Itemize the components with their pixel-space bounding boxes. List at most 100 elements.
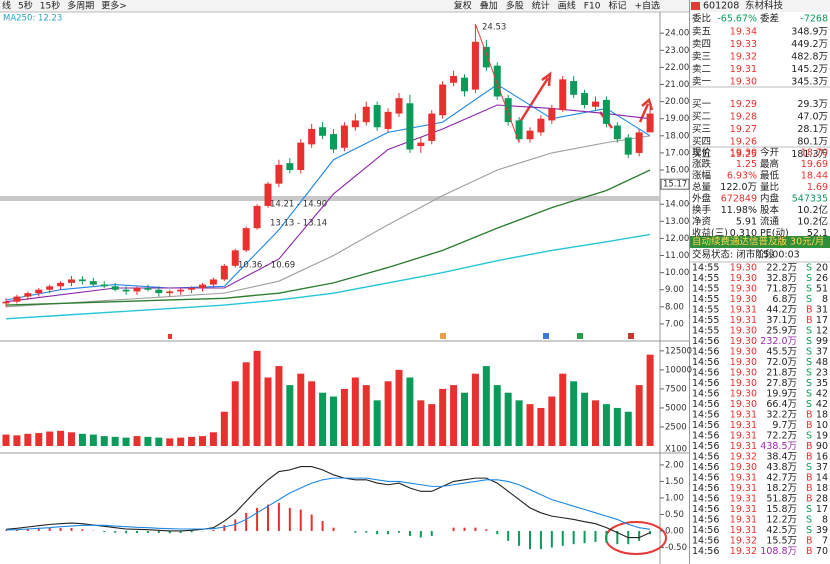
toolbar-button[interactable]: 多股 — [506, 0, 524, 12]
quote-cell: 37.1万 — [766, 315, 797, 326]
price-annotation: 14.21 - 14.90 — [270, 200, 327, 210]
volume-unit: X100 — [665, 445, 687, 455]
quote-cell: S — [806, 294, 812, 305]
quote-cell: 14:56 — [692, 368, 719, 379]
quote-cell: S — [806, 368, 812, 379]
quote-cell: 20 — [816, 263, 828, 274]
candle-body — [635, 132, 643, 153]
volume-bar — [68, 432, 75, 446]
period-tab[interactable]: 15秒 — [40, 0, 60, 12]
quote-cell: 14:56 — [692, 504, 719, 515]
toolbar-button[interactable]: 统计 — [532, 0, 550, 12]
quote-cell: 19.31 — [730, 441, 757, 452]
quote-cell: 19 — [816, 431, 828, 442]
quote-cell: S — [806, 431, 812, 442]
quote-cell: 42.5万 — [766, 525, 797, 536]
candle-body — [231, 250, 239, 266]
toolbar-button[interactable]: F10 — [584, 2, 601, 12]
quote-cell: 66.4万 — [766, 399, 797, 410]
period-tab[interactable]: 更多> — [101, 0, 127, 12]
quote-cell: 19.32 — [730, 452, 757, 463]
quote-cell: B — [806, 420, 813, 431]
quote-cell: 26 — [816, 273, 828, 284]
y-tick-label: 13.00 — [665, 217, 689, 227]
quote-cell: 25.9万 — [766, 326, 797, 337]
quote-cell: 42 — [816, 399, 828, 410]
toolbar-button[interactable]: +自选 — [634, 0, 660, 12]
quote-cell: B — [806, 483, 813, 494]
toolbar-button[interactable]: 复权 — [454, 0, 472, 12]
volume-bar — [2, 434, 10, 446]
quote-cell: 卖三 — [692, 52, 711, 63]
volume-bar — [100, 436, 108, 446]
y-tick-label: 8.00 — [665, 302, 684, 312]
y-tick-label: 10000 — [665, 365, 692, 375]
badge — [691, 2, 700, 10]
quote-cell: 80.1万 — [797, 137, 828, 148]
quote-cell: 19.28 — [730, 112, 757, 123]
quote-cell: 14:55 — [692, 305, 719, 316]
candle-body — [155, 289, 163, 294]
quote-cell: 19.31 — [730, 525, 757, 536]
quote-cell: 348.9万 — [791, 27, 828, 38]
quote-cell: 70 — [816, 546, 828, 557]
ad-bg — [690, 236, 830, 248]
toolbar-button[interactable]: 叠加 — [480, 1, 498, 12]
candle-body — [581, 93, 589, 106]
quote-cell: 14:56 — [692, 536, 719, 547]
quote-cell: 14:56 — [692, 399, 719, 410]
quote-cell: 51.8万 — [766, 494, 797, 505]
period-tab[interactable]: 线 — [2, 0, 11, 12]
quote-cell: 19.31 — [730, 515, 757, 526]
quote-cell: B — [806, 494, 813, 505]
quote-cell: 45.5万 — [766, 347, 797, 358]
candle-body — [308, 128, 316, 145]
volume-bar — [264, 377, 272, 446]
period-tab[interactable]: 5秒 — [18, 0, 33, 12]
quote-cell: 内盘 — [760, 193, 780, 205]
toolbar-button[interactable]: 画线 — [558, 0, 576, 12]
quote-cell: 19.30 — [730, 148, 757, 159]
quote-cell: 委比 — [692, 13, 711, 25]
y-tick-label: 23.00 — [665, 46, 689, 56]
quote-cell: 14:56 — [692, 378, 719, 389]
quote-cell: 32.2万 — [766, 410, 797, 421]
candle-body — [439, 84, 447, 116]
quote-cell: 7 — [822, 536, 828, 547]
quote-cell: S — [806, 504, 812, 515]
quote-cell: B — [806, 452, 813, 463]
quote-cell: 19.31 — [730, 420, 757, 431]
volume-bar — [308, 381, 316, 446]
quote-cell: S — [806, 336, 812, 347]
quote-cell: 12.2万 — [766, 515, 797, 526]
quote-cell: 19.29 — [730, 99, 757, 110]
volume-bar — [526, 404, 534, 446]
quote-cell: B — [806, 305, 813, 316]
quote-cell: 37 — [816, 347, 828, 358]
quote-cell: 17 — [816, 315, 828, 326]
volume-bar — [461, 392, 468, 446]
volume-bar — [46, 431, 54, 446]
candle-body — [133, 288, 141, 292]
quote-cell: 19.30 — [730, 336, 757, 347]
candle-body — [78, 279, 86, 282]
quote-cell: 19.30 — [730, 294, 757, 305]
volume-bar — [635, 385, 643, 446]
volume-bar — [351, 377, 359, 446]
quote-cell: 29.3万 — [797, 99, 828, 110]
quote-cell: 18.44 — [801, 171, 828, 182]
candle-body — [548, 108, 556, 121]
ad-banner[interactable]: 自动续费通达信普及版 30元/月 — [692, 236, 824, 248]
toolbar-button[interactable]: 标记 — [608, 0, 626, 12]
period-tab[interactable]: 多周期 — [67, 0, 94, 12]
quote-cell: 14:56 — [692, 389, 719, 400]
volume-bar — [537, 407, 545, 446]
quote-cell: 19.30 — [730, 378, 757, 389]
quote-cell: S — [806, 347, 812, 358]
volume-bar — [133, 436, 141, 446]
quote-cell: 35 — [816, 378, 828, 389]
moving-average — [5, 104, 651, 303]
quote-cell: 买一 — [692, 99, 712, 110]
y-tick-label: 9.00 — [665, 285, 684, 295]
candle-body — [330, 134, 337, 150]
